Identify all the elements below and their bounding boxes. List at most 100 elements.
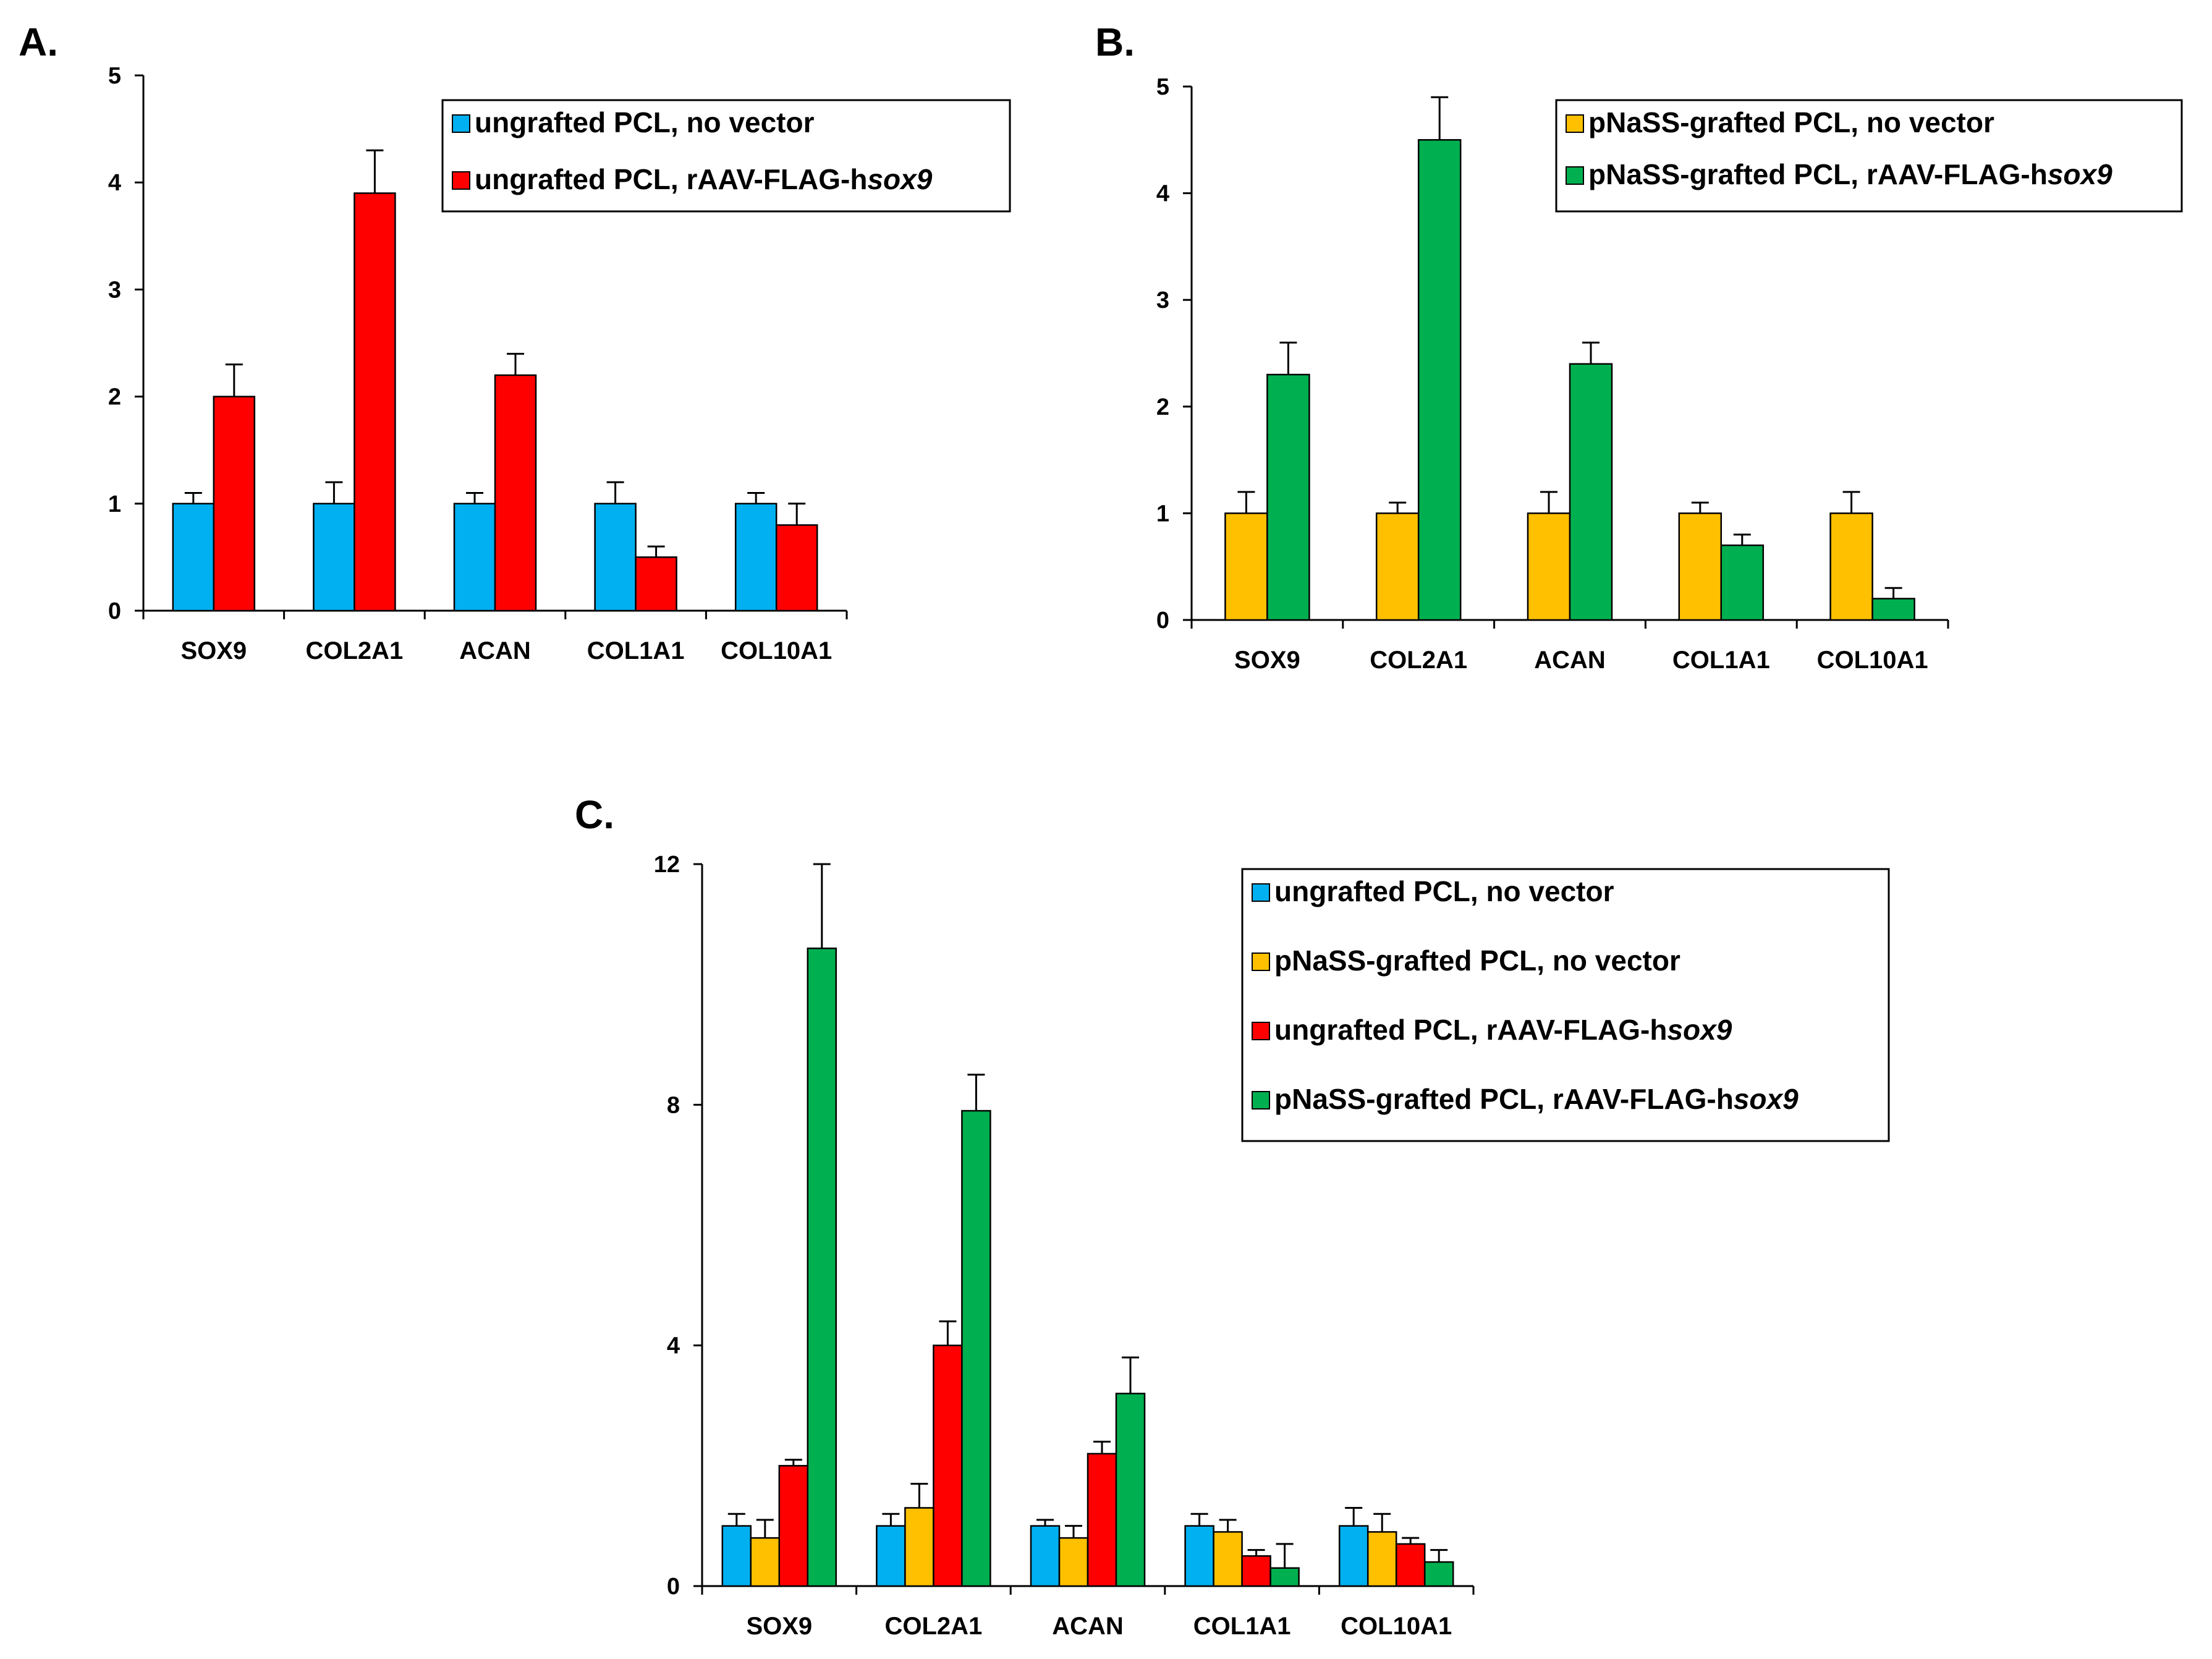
legend-entry: ungrafted PCL, no vector (1274, 875, 1614, 907)
legend-text: ungrafted PCL, rAAV-FLAG-h (1274, 1014, 1667, 1046)
y-tick-label: 8 (667, 1092, 680, 1118)
legend-swatch (1252, 883, 1270, 902)
panel-c: C. 0 4 8 12 SOX9 COL2A1 ACAN COL1A1 COL10A1 ungraf… (575, 792, 1890, 1640)
legend-text: ungrafted PCL, rAAV-FLAG-h (475, 163, 867, 195)
legend-swatch (452, 114, 470, 133)
category-label: COL1A1 (587, 637, 685, 664)
bar (1241, 1555, 1271, 1587)
bar (1087, 1453, 1117, 1587)
y-tick-label: 4 (667, 1333, 680, 1359)
bar (1423, 1561, 1454, 1587)
legend-text-italic: sox9 (1734, 1083, 1799, 1115)
bar (1720, 544, 1765, 621)
bar (313, 503, 355, 612)
bar (354, 192, 396, 612)
category-label: COL1A1 (1193, 1613, 1291, 1640)
bar (1367, 1531, 1397, 1587)
bar (1417, 139, 1462, 621)
bar (1115, 1393, 1146, 1587)
legend-text-italic: sox9 (1667, 1014, 1732, 1046)
legend-swatch (1252, 1022, 1270, 1040)
y-tick-label: 3 (1156, 287, 1169, 313)
bar (721, 1525, 752, 1587)
y-tick-label: 0 (1156, 608, 1169, 634)
panel-b: B. 0 1 2 3 4 5 SOX9 COL2A1 ACAN COL1A1 COL10A1 pNaSS… (1095, 20, 2183, 674)
bar (1829, 512, 1873, 621)
bar (635, 556, 677, 612)
y-tick-label: 4 (108, 170, 121, 196)
category-label: ACAN (1052, 1613, 1124, 1640)
bar (1213, 1531, 1243, 1587)
y-tick-label: 1 (1156, 501, 1169, 527)
bar (1569, 363, 1613, 621)
category-label: SOX9 (180, 637, 247, 664)
legend-entry: ungrafted PCL, rAAV-FLAG-hsox9 (475, 163, 933, 195)
bar (961, 1110, 991, 1587)
bar (807, 948, 837, 1587)
bar (172, 503, 215, 612)
y-tick-label: 5 (1156, 74, 1169, 100)
bar (1395, 1543, 1426, 1587)
panel-a: A. 0 1 2 3 4 5 SOX9 COL2A1 ACAN COL1A1 COL10A1 ungra… (19, 20, 1011, 664)
category-label: SOX9 (1234, 647, 1300, 674)
category-label: COL2A1 (1370, 647, 1467, 674)
bar (904, 1507, 934, 1587)
legend-entry: ungrafted PCL, no vector (475, 106, 815, 138)
legend-text-italic: sox9 (867, 163, 932, 195)
y-tick-label: 4 (1156, 181, 1169, 207)
bar (775, 524, 818, 612)
bar (1375, 512, 1420, 621)
bar (1338, 1525, 1369, 1587)
bar (1678, 512, 1723, 621)
legend-box (1555, 99, 2183, 213)
y-tick-label: 1 (108, 491, 121, 517)
bar (933, 1344, 963, 1587)
legend-text: pNaSS-grafted PCL, rAAV-FLAG-h (1588, 158, 2048, 190)
category-label: ACAN (459, 637, 531, 664)
legend-text-italic: sox9 (2048, 158, 2112, 190)
category-label: COL10A1 (721, 637, 832, 664)
y-tick-label: 12 (654, 852, 680, 878)
panel-label: C. (575, 792, 614, 837)
category-label: COL2A1 (884, 1613, 982, 1640)
legend-text: pNaSS-grafted PCL, rAAV-FLAG-h (1274, 1083, 1734, 1115)
bar (734, 503, 778, 612)
legend-swatch (1566, 114, 1584, 133)
panel-label: B. (1095, 20, 1135, 64)
y-tick-label: 2 (108, 384, 121, 410)
bar (876, 1525, 906, 1587)
legend-entry: pNaSS-grafted PCL, no vector (1588, 106, 1994, 138)
legend-text: ungrafted PCL, no vector (475, 106, 815, 138)
y-tick-label: 0 (108, 598, 121, 624)
legend-swatch (1252, 953, 1270, 971)
legend-entry: ungrafted PCL, rAAV-FLAG-hsox9 (1274, 1014, 1732, 1046)
bar (1266, 373, 1310, 621)
bar (213, 396, 256, 612)
bar (1058, 1537, 1089, 1587)
bar (1871, 598, 1915, 621)
bar (1224, 512, 1268, 621)
category-label: COL10A1 (1341, 1613, 1452, 1640)
y-tick-label: 0 (667, 1574, 680, 1600)
bar (494, 374, 537, 612)
bar (1527, 512, 1571, 621)
legend-text: pNaSS-grafted PCL, no vector (1274, 944, 1680, 977)
panel-label: A. (19, 20, 58, 64)
bar (778, 1465, 809, 1587)
bar (1269, 1567, 1300, 1587)
legend-entry: pNaSS-grafted PCL, rAAV-FLAG-hsox9 (1588, 158, 2112, 190)
category-label: COL2A1 (305, 637, 403, 664)
legend-text: ungrafted PCL, no vector (1274, 875, 1614, 907)
bar (750, 1537, 781, 1587)
category-label: SOX9 (746, 1613, 812, 1640)
category-label: COL1A1 (1672, 647, 1770, 674)
legend-box (441, 99, 1011, 213)
legend-text: pNaSS-grafted PCL, no vector (1588, 106, 1994, 138)
legend-swatch (1566, 166, 1584, 185)
legend-entry: pNaSS-grafted PCL, no vector (1274, 944, 1680, 977)
bar (1184, 1525, 1214, 1587)
y-tick-label: 5 (108, 63, 121, 89)
y-tick-label: 2 (1156, 394, 1169, 420)
legend-entry: pNaSS-grafted PCL, rAAV-FLAG-hsox9 (1274, 1083, 1799, 1115)
